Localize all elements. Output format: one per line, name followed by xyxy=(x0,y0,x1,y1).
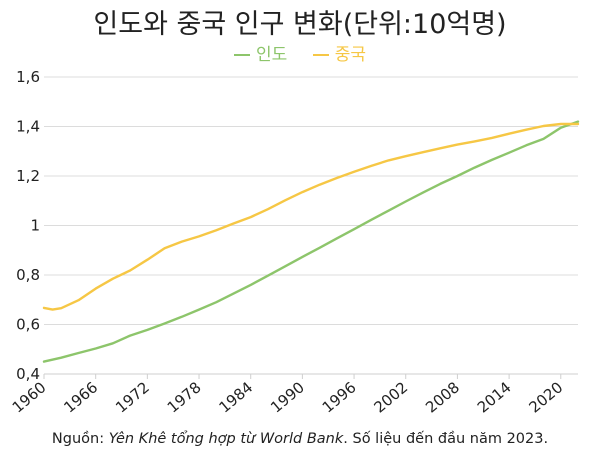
legend-label-china: 중국 xyxy=(334,45,366,65)
y-tick-label: 0,6 xyxy=(16,316,40,334)
x-tick-label: 1972 xyxy=(112,378,153,416)
y-tick-label: 1,6 xyxy=(16,68,40,86)
chart-title: 인도와 중국 인구 변화(단위:10억명) xyxy=(93,9,507,40)
source-footnote: Nguồn: Yên Khê tổng hợp từ World Bank. S… xyxy=(0,431,600,447)
x-axis: 1960 1966 1972 1978 1984 1990 1996 2002 2008 2014… xyxy=(9,373,578,417)
y-tick-label: 1,4 xyxy=(16,118,40,136)
x-tick-label: 1966 xyxy=(60,378,101,416)
x-tick-label: 1984 xyxy=(215,378,256,416)
x-tick-label: 2002 xyxy=(370,378,411,416)
x-tick-label: 1978 xyxy=(164,378,205,416)
y-axis-ticks: 0,4 0,6 0,8 1 1,2 1,4 1,6 xyxy=(16,68,40,383)
legend-item-china: 중국 xyxy=(312,40,366,65)
legend-item-india: 인도 xyxy=(234,40,287,65)
y-tick-label: 0,4 xyxy=(16,365,40,383)
series-line-china xyxy=(42,122,580,311)
grid-lines xyxy=(44,76,578,325)
footnote-source: Yên Khê tổng hợp từ World Bank xyxy=(108,431,344,447)
legend-swatch-china xyxy=(312,54,329,56)
y-tick-label: 0,8 xyxy=(16,266,40,284)
series-lines xyxy=(42,120,580,363)
x-tick-label: 2008 xyxy=(422,378,463,416)
x-tick-label: 1996 xyxy=(319,378,360,416)
x-tick-label: 1960 xyxy=(9,378,50,416)
x-tick-label: 1990 xyxy=(267,378,308,416)
footnote-suffix: . Số liệu đến đầu năm 2023. xyxy=(343,431,549,447)
footnote-prefix: Nguồn: xyxy=(51,431,109,447)
legend-swatch-india xyxy=(234,54,251,56)
x-tick-label: 2020 xyxy=(526,378,567,416)
x-tick-label: 2014 xyxy=(474,378,515,416)
series-line-india xyxy=(42,120,580,363)
y-tick-label: 1 xyxy=(30,217,40,235)
legend-label-india: 인도 xyxy=(256,45,288,65)
y-tick-label: 1,2 xyxy=(16,167,40,185)
chart-legend: 인도 중국 xyxy=(0,40,600,65)
